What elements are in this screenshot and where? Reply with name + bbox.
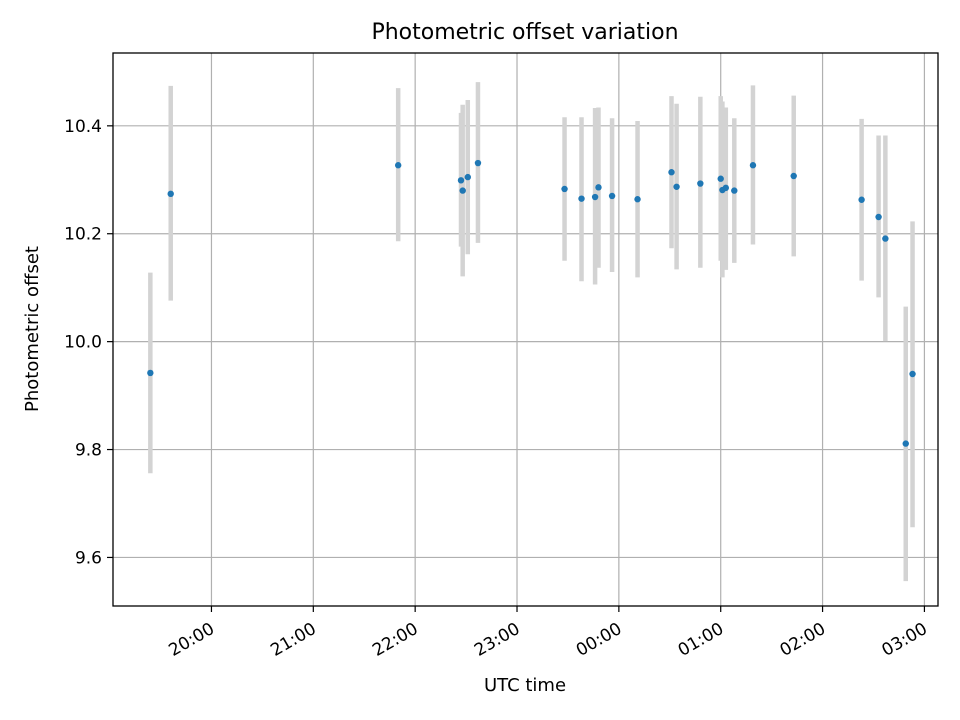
y-axis-ticks: 9.6 9.8 10.0 10.2 10.4 (64, 117, 113, 568)
data-point (459, 187, 466, 194)
chart-title: Photometric offset variation (371, 20, 678, 45)
data-point (722, 184, 730, 192)
data-point (882, 235, 889, 242)
data-point (909, 370, 916, 378)
x-tick-label: 22:00 (369, 619, 421, 661)
data-point (902, 440, 909, 447)
x-tick-label: 20:00 (166, 619, 218, 661)
data-point (474, 159, 482, 167)
x-tick-label: 23:00 (471, 619, 523, 661)
data-point (591, 193, 599, 201)
y-tick-label: 9.6 (75, 548, 102, 568)
y-axis-label: Photometric offset (22, 246, 43, 412)
y-tick-label: 10.2 (64, 225, 102, 245)
data-point (167, 190, 174, 198)
data-point (561, 185, 568, 193)
data-point (717, 175, 724, 182)
data-point (634, 196, 641, 203)
axes (112, 52, 939, 607)
error-bars (148, 82, 915, 582)
data-point (394, 162, 402, 169)
x-axis-label: UTC time (484, 675, 566, 696)
data-point (595, 184, 602, 191)
x-tick-label: 02:00 (777, 619, 829, 661)
plot-frame (112, 52, 939, 607)
y-tick-label: 9.8 (75, 441, 102, 461)
data-point (608, 192, 616, 200)
data-point (697, 180, 704, 187)
data-points (147, 159, 916, 447)
x-tick-label: 00:00 (573, 619, 625, 661)
data-point (578, 195, 585, 202)
data-point (464, 173, 471, 181)
y-tick-label: 10.0 (64, 333, 102, 353)
x-tick-label: 21:00 (267, 619, 319, 661)
data-point (790, 172, 797, 180)
x-tick-label: 01:00 (675, 619, 727, 661)
data-point (749, 162, 757, 169)
x-axis-ticks: 20:00 21:00 22:00 23:00 00:00 01:00 02:00 03:00 (166, 606, 931, 661)
data-point (875, 213, 882, 221)
data-point (731, 187, 738, 194)
y-tick-label: 10.4 (64, 117, 102, 137)
data-point (668, 169, 675, 176)
data-point (858, 196, 865, 203)
data-point (673, 183, 680, 190)
x-tick-label: 03:00 (878, 619, 930, 661)
data-point (457, 177, 465, 184)
data-point (147, 369, 154, 377)
grid (113, 53, 938, 606)
